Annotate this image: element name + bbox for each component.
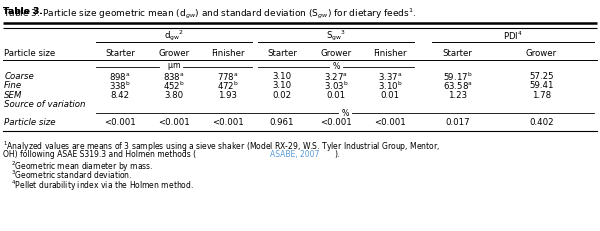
Text: 3.10$^{\mathregular{b}}$: 3.10$^{\mathregular{b}}$ — [377, 80, 403, 92]
Text: 0.01: 0.01 — [380, 91, 400, 100]
Text: <0.001: <0.001 — [104, 119, 136, 127]
Text: Starter: Starter — [105, 49, 135, 58]
Text: 0.01: 0.01 — [326, 91, 346, 100]
Text: Grower: Grower — [526, 49, 557, 58]
Text: Starter: Starter — [267, 49, 297, 58]
Text: $^{\mathregular{3}}$Geometric standard deviation.: $^{\mathregular{3}}$Geometric standard d… — [11, 169, 132, 182]
Text: SEM: SEM — [4, 91, 23, 100]
Text: Table 3.: Table 3. — [3, 7, 43, 16]
Text: 63.58$^{\mathregular{a}}$: 63.58$^{\mathregular{a}}$ — [443, 80, 472, 91]
Text: Finisher: Finisher — [373, 49, 407, 58]
Text: Grower: Grower — [158, 49, 190, 58]
Text: Coarse: Coarse — [4, 72, 34, 81]
Text: <0.001: <0.001 — [374, 119, 406, 127]
Text: 8.42: 8.42 — [110, 91, 130, 100]
Text: Grower: Grower — [320, 49, 352, 58]
Text: %: % — [332, 63, 340, 71]
Text: 59.17$^{\mathregular{b}}$: 59.17$^{\mathregular{b}}$ — [443, 70, 472, 83]
Text: 0.402: 0.402 — [529, 119, 554, 127]
Text: Table 3.: Table 3. — [3, 7, 43, 16]
Text: $^{\mathregular{4}}$Pellet durability index via the Holmen method.: $^{\mathregular{4}}$Pellet durability in… — [11, 179, 194, 193]
Text: $^{\mathregular{1}}$Analyzed values are means of 3 samples using a sieve shaker : $^{\mathregular{1}}$Analyzed values are … — [3, 140, 440, 154]
Text: <0.001: <0.001 — [158, 119, 190, 127]
Text: OH) following ASAE S319.3 and Holmen methods (: OH) following ASAE S319.3 and Holmen met… — [3, 150, 196, 159]
Text: 3.37$^{\mathregular{a}}$: 3.37$^{\mathregular{a}}$ — [378, 71, 402, 82]
Text: 1.23: 1.23 — [448, 91, 467, 100]
Text: 838$^{\mathregular{a}}$: 838$^{\mathregular{a}}$ — [163, 71, 185, 82]
Text: 3.10: 3.10 — [272, 82, 292, 90]
Text: Particle size: Particle size — [4, 119, 56, 127]
Text: 898$^{\mathregular{a}}$: 898$^{\mathregular{a}}$ — [109, 71, 131, 82]
Text: <0.001: <0.001 — [212, 119, 244, 127]
Text: 472$^{\mathregular{b}}$: 472$^{\mathregular{b}}$ — [217, 80, 239, 92]
Text: 1.93: 1.93 — [218, 91, 238, 100]
Text: 3.10: 3.10 — [272, 72, 292, 81]
Text: 0.017: 0.017 — [445, 119, 470, 127]
Text: Particle size: Particle size — [4, 49, 55, 58]
Text: 1.78: 1.78 — [532, 91, 551, 100]
Text: 778$^{\mathregular{a}}$: 778$^{\mathregular{a}}$ — [217, 71, 239, 82]
Text: 59.41: 59.41 — [529, 82, 554, 90]
Text: $\mathregular{\mu}$m: $\mathregular{\mu}$m — [167, 61, 181, 73]
Text: Fine: Fine — [4, 82, 22, 90]
Text: 3.80: 3.80 — [164, 91, 184, 100]
Text: d$_{\mathregular{gw}}$$^{\mathregular{2}}$: d$_{\mathregular{gw}}$$^{\mathregular{2}… — [164, 29, 184, 43]
Text: ASABE, 2007: ASABE, 2007 — [271, 150, 320, 159]
Text: ).: ). — [334, 150, 340, 159]
Text: Table 3. Particle size geometric mean (d$_{gw}$) and standard deviation (S$_{gw}: Table 3. Particle size geometric mean (d… — [3, 7, 416, 21]
Text: 57.25: 57.25 — [529, 72, 554, 81]
Text: S$_{\mathregular{gw}}$$^{\mathregular{3}}$: S$_{\mathregular{gw}}$$^{\mathregular{3}… — [326, 29, 346, 43]
Text: 3.03$^{\mathregular{b}}$: 3.03$^{\mathregular{b}}$ — [323, 80, 349, 92]
Text: 0.02: 0.02 — [272, 91, 292, 100]
Text: 3.27$^{\mathregular{a}}$: 3.27$^{\mathregular{a}}$ — [324, 71, 348, 82]
Text: %: % — [341, 109, 349, 118]
Text: PDI$^{\mathregular{4}}$: PDI$^{\mathregular{4}}$ — [503, 30, 523, 42]
Text: $^{\mathregular{2}}$Geometric mean diameter by mass.: $^{\mathregular{2}}$Geometric mean diame… — [11, 159, 153, 174]
Text: Starter: Starter — [443, 49, 472, 58]
Text: 0.961: 0.961 — [270, 119, 294, 127]
Text: <0.001: <0.001 — [320, 119, 352, 127]
Text: Source of variation: Source of variation — [4, 100, 86, 109]
Text: 338$^{\mathregular{b}}$: 338$^{\mathregular{b}}$ — [109, 80, 131, 92]
Text: Finisher: Finisher — [211, 49, 245, 58]
Text: 452$^{\mathregular{b}}$: 452$^{\mathregular{b}}$ — [163, 80, 185, 92]
